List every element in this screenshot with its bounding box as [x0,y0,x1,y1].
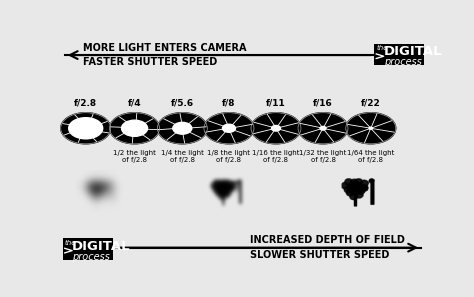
Polygon shape [139,120,159,128]
Polygon shape [369,113,387,128]
Polygon shape [252,129,276,137]
Text: process: process [72,252,110,262]
Text: INCREASED DEPTH OF FIELD: INCREASED DEPTH OF FIELD [250,235,405,245]
Polygon shape [306,129,326,143]
FancyBboxPatch shape [374,44,424,65]
Circle shape [61,113,110,144]
Circle shape [251,113,301,144]
Polygon shape [158,118,174,132]
Polygon shape [111,118,123,132]
Polygon shape [372,128,384,143]
Text: the: the [376,45,388,51]
Text: f/5.6: f/5.6 [171,99,194,108]
Text: 1/4 the light
of f/2.8: 1/4 the light of f/2.8 [161,149,204,163]
Circle shape [369,127,373,129]
Polygon shape [212,131,234,143]
Polygon shape [177,113,199,124]
Text: FASTER SHUTTER SPEED: FASTER SHUTTER SPEED [83,57,218,67]
Text: f/16: f/16 [313,99,333,108]
Circle shape [173,122,192,134]
Polygon shape [62,129,77,137]
Text: 1/2 the light
of f/2.8: 1/2 the light of f/2.8 [113,149,156,163]
Polygon shape [184,120,207,128]
Polygon shape [322,120,347,128]
Circle shape [157,113,207,144]
Circle shape [204,113,254,144]
Text: 1/8 the light
of f/2.8: 1/8 the light of f/2.8 [208,149,250,163]
Polygon shape [229,120,253,128]
Polygon shape [299,118,321,130]
Polygon shape [347,118,370,129]
Text: DIGITAL: DIGITAL [72,240,131,253]
Text: f/2.8: f/2.8 [74,99,97,108]
Polygon shape [69,138,90,143]
Polygon shape [259,130,280,143]
Text: f/8: f/8 [222,99,236,108]
Text: f/11: f/11 [266,99,286,108]
Polygon shape [279,126,300,139]
Circle shape [222,124,236,132]
Polygon shape [135,131,148,143]
Polygon shape [263,113,275,129]
Polygon shape [346,129,371,137]
Polygon shape [86,134,100,143]
Polygon shape [95,119,110,128]
Polygon shape [273,113,292,127]
Polygon shape [325,127,347,139]
Polygon shape [234,125,253,139]
Text: f/22: f/22 [361,99,381,108]
Polygon shape [299,129,324,137]
FancyBboxPatch shape [63,238,112,260]
Polygon shape [252,118,273,130]
Polygon shape [121,113,134,126]
Circle shape [298,113,348,144]
Polygon shape [372,127,394,139]
Polygon shape [129,113,151,121]
Polygon shape [166,133,188,143]
Circle shape [121,120,147,136]
Polygon shape [183,129,196,143]
Text: DIGITAL: DIGITAL [383,45,442,59]
Polygon shape [320,113,339,127]
Polygon shape [118,135,140,143]
Polygon shape [224,113,246,125]
Text: 1/32 the light
of f/2.8: 1/32 the light of f/2.8 [299,149,346,163]
Polygon shape [146,125,158,139]
Polygon shape [102,126,109,139]
Text: MORE LIGHT ENTERS CAMERA: MORE LIGHT ENTERS CAMERA [83,43,246,53]
Polygon shape [82,113,102,118]
Polygon shape [370,120,395,128]
Polygon shape [62,118,70,131]
Text: 1/64 the light
of f/2.8: 1/64 the light of f/2.8 [347,149,394,163]
Circle shape [320,127,326,130]
Text: process: process [383,57,421,67]
Circle shape [346,113,396,144]
Polygon shape [158,129,181,137]
Polygon shape [205,129,229,137]
Polygon shape [215,113,228,128]
Polygon shape [205,118,224,131]
Polygon shape [72,113,85,123]
Polygon shape [275,120,300,128]
Polygon shape [277,128,290,143]
Text: SLOWER SHUTTER SPEED: SLOWER SHUTTER SPEED [250,250,390,260]
Text: 1/16 the light
of f/2.8: 1/16 the light of f/2.8 [252,149,300,163]
Polygon shape [169,113,182,127]
Circle shape [69,118,103,139]
Circle shape [272,125,281,131]
Text: the: the [65,240,76,246]
Polygon shape [324,128,337,143]
Text: f/4: f/4 [128,99,141,108]
Polygon shape [190,125,206,139]
Polygon shape [110,129,130,137]
Polygon shape [230,128,243,143]
Circle shape [109,113,160,144]
Polygon shape [310,113,322,129]
Polygon shape [354,129,372,143]
Polygon shape [357,113,370,129]
